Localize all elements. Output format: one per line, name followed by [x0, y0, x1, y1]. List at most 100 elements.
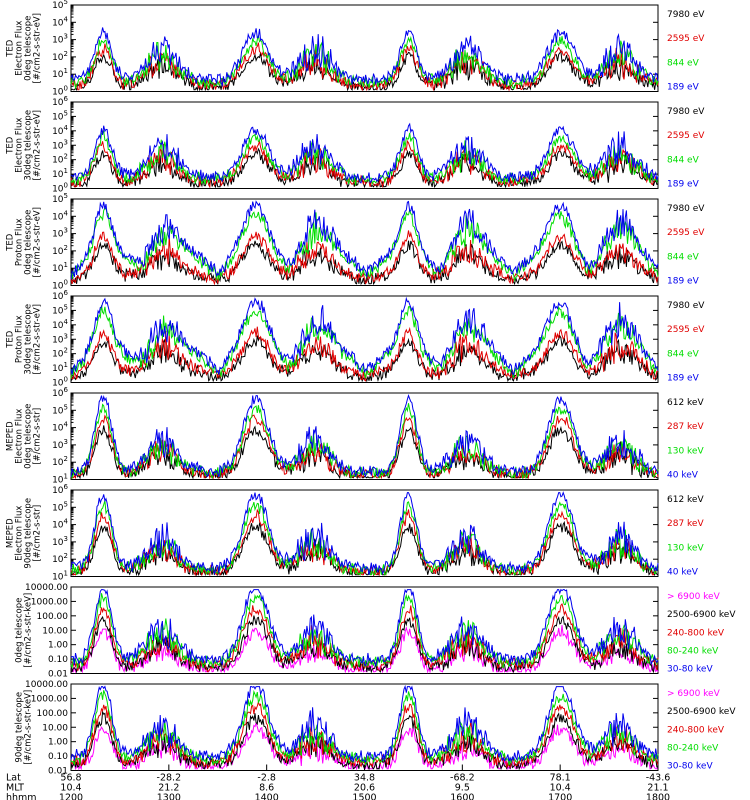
legend-240-800-kev: 240-800 keV [667, 628, 725, 638]
xtick-lat: -43.6 [646, 773, 671, 784]
xtick-lat: -28.2 [157, 773, 182, 784]
ytick-label: 100 [52, 182, 68, 195]
ytick-label: 105 [52, 109, 68, 122]
ytick-label: 1.00 [48, 738, 68, 748]
ytick-label: 10000.00 [25, 583, 68, 593]
trace-series-1 [70, 684, 659, 763]
ytick-label: 1.00 [48, 641, 68, 651]
ytick-label: 102 [52, 50, 68, 63]
legend-844-ev: 844 eV [667, 155, 700, 165]
xtick-hhmm: 1300 [157, 793, 181, 800]
ytick-label: 106 [52, 483, 68, 496]
ytick-label: 103 [52, 33, 68, 46]
ytick-label: 103 [52, 535, 68, 548]
trace-series-3 [70, 508, 659, 577]
legend-612-kev: 612 keV [667, 495, 704, 505]
ylabel-line: [#/cm2-s-str-eV] [33, 110, 43, 180]
ytick-label: 100.00 [37, 709, 69, 719]
ytick-label: 105 [52, 500, 68, 513]
ylabel-line: MEPED [6, 421, 16, 451]
xtick-hhmm: 1600 [450, 793, 474, 800]
ylabel-line: 0deg telescope [24, 16, 34, 81]
legend-130-kev: 130 keV [667, 446, 704, 456]
ytick-label: 101 [52, 261, 68, 274]
ytick-label: 0.10 [48, 752, 68, 762]
ylabel-line: [#/cm2-s-str-keV] [24, 690, 34, 765]
legend-80-240-kev: 80-240 keV [667, 646, 719, 656]
legend--6900-kev: > 6900 keV [667, 592, 721, 602]
ytick-label: 10.00 [42, 723, 68, 733]
legend-7980-ev: 7980 eV [667, 107, 705, 117]
legend-844-ev: 844 eV [667, 58, 700, 68]
ylabel-line: Electron Flux [15, 21, 25, 76]
ytick-label: 100 [52, 85, 68, 98]
legend-7980-ev: 7980 eV [667, 301, 705, 311]
trace-series-3 [70, 602, 659, 673]
trace-series-5 [70, 625, 659, 674]
trace-series-3 [70, 326, 658, 382]
ytick-label: 102 [52, 455, 68, 468]
ylabel-line: Electron Flux [15, 409, 25, 464]
trace-series-2 [70, 593, 659, 670]
ylabel-line: MEPED [6, 518, 16, 548]
trace-series-1 [70, 122, 659, 184]
xtick-lat: 78.1 [550, 773, 571, 784]
ylabel-line: [#/cm2-s-str-eV] [33, 304, 43, 374]
trace-series-1 [70, 27, 659, 88]
legend-2595-ev: 2595 eV [667, 34, 705, 44]
ytick-label: 0.01 [48, 670, 68, 680]
legend-7980-ev: 7980 eV [667, 204, 705, 214]
trace-series-4 [71, 425, 658, 480]
xtick-hhmm: 1200 [59, 793, 83, 800]
legend-7980-ev: 7980 eV [667, 10, 705, 20]
xtick-hhmm: 1700 [548, 793, 572, 800]
xtick-mlt: 21.2 [158, 783, 179, 794]
ytick-label: 100.00 [37, 612, 69, 622]
legend-80-240-kev: 80-240 keV [667, 743, 719, 753]
legend-2595-ev: 2595 eV [667, 325, 705, 335]
ylabel-line: [#/cm2-s-str-keV] [24, 593, 34, 668]
ylabel-line: 30deg telescope [24, 304, 34, 375]
ylabel-line: TED [6, 233, 16, 252]
trace-series-3 [70, 414, 659, 480]
xaxis-row-label: Lat [6, 773, 21, 784]
trace-series-1 [70, 296, 659, 376]
trace-series-3 [70, 230, 659, 286]
ytick-label: 101 [52, 570, 68, 583]
ylabel-line: 90deg telescope [15, 692, 25, 763]
xaxis-row-label: MLT [6, 783, 24, 794]
ylabel-line: 0deg telescope [15, 598, 25, 663]
xtick-mlt: 21.1 [647, 783, 668, 794]
trace-series-4 [70, 240, 659, 286]
legend--6900-kev: > 6900 keV [667, 689, 721, 699]
ytick-label: 104 [52, 421, 68, 434]
legend-189-ev: 189 eV [667, 277, 700, 287]
ytick-label: 10.00 [42, 626, 68, 636]
legend-30-80-kev: 30-80 keV [667, 665, 713, 675]
xtick-hhmm: 1800 [646, 793, 670, 800]
ytick-label: 103 [52, 438, 68, 451]
xtick-hhmm: 1400 [255, 793, 279, 800]
ytick-label: 103 [52, 138, 68, 151]
ytick-label: 103 [52, 227, 68, 240]
ytick-label: 102 [52, 552, 68, 565]
xtick-lat: 56.8 [60, 773, 81, 784]
xtick-mlt: 10.4 [550, 783, 571, 794]
ylabel-line: TED [6, 330, 16, 349]
ytick-label: 1000.00 [31, 694, 68, 704]
ylabel-line: 0deg telescope [24, 210, 34, 275]
legend-130-kev: 130 keV [667, 543, 704, 553]
xtick-lat: 34.8 [354, 773, 375, 784]
ylabel-line: Electron Flux [15, 118, 25, 173]
legend-40-kev: 40 keV [667, 568, 699, 578]
legend-189-ev: 189 eV [667, 83, 700, 93]
legend-844-ev: 844 eV [667, 349, 700, 359]
ytick-label: 10000.00 [25, 680, 68, 690]
legend-189-ev: 189 eV [667, 374, 700, 384]
ylabel-line: TED [6, 39, 16, 58]
ytick-label: 100 [52, 279, 68, 292]
legend-2595-ev: 2595 eV [667, 228, 705, 238]
trace-series-1 [70, 394, 659, 478]
legend-612-kev: 612 keV [667, 398, 704, 408]
ylabel-line: Proton Flux [15, 218, 25, 266]
